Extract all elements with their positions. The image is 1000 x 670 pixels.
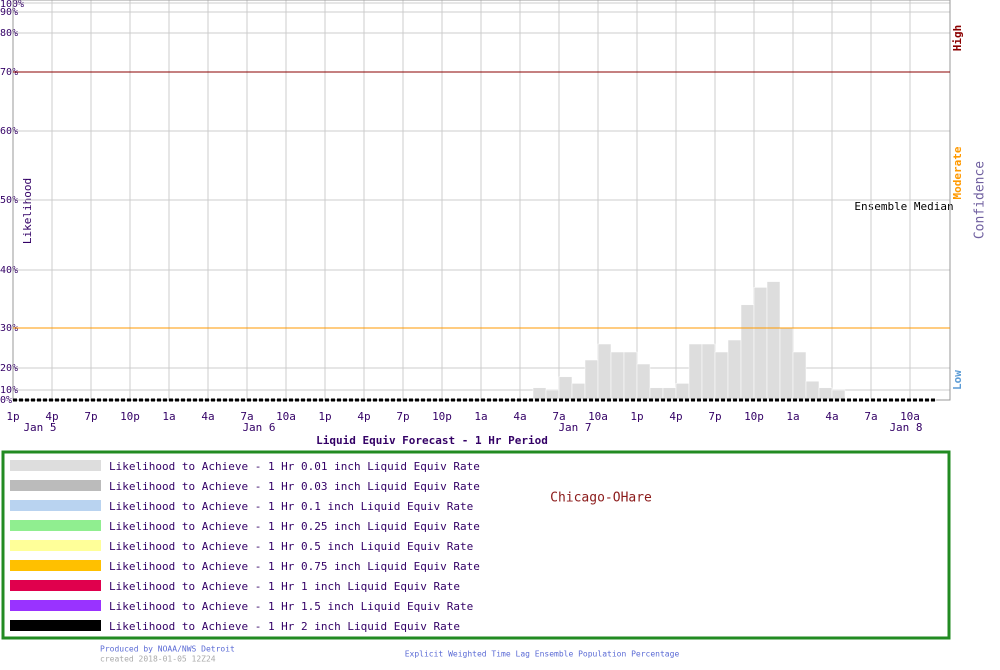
bar xyxy=(701,343,716,401)
x-tick-label: 10a xyxy=(588,410,608,423)
created: created 2018-01-05 12Z24 xyxy=(100,655,216,664)
y-tick-label: 90% xyxy=(0,7,18,18)
right-label: Confidence xyxy=(973,161,988,239)
legend-swatch xyxy=(10,620,101,631)
x-tick-label: 4p xyxy=(357,410,370,423)
y-tick-label: 40% xyxy=(0,265,18,276)
y-tick-label: 20% xyxy=(0,363,18,374)
x-tick-label: 7a xyxy=(552,410,565,423)
y-axis-label: Likelihood xyxy=(21,178,34,244)
date-label: Jan 8 xyxy=(889,421,922,434)
x-tick-label: 10p xyxy=(432,410,452,423)
x-tick-label: 10p xyxy=(120,410,140,423)
x-tick-label: 1a xyxy=(786,410,799,423)
legend-swatch xyxy=(10,540,101,551)
x-tick-label: 4p xyxy=(669,410,682,423)
legend-label: Likelihood to Achieve - 1 Hr 0.25 inch L… xyxy=(109,520,480,533)
legend-swatch xyxy=(10,600,101,611)
x-axis-label: Liquid Equiv Forecast - 1 Hr Period xyxy=(316,434,548,447)
footer: Explicit Weighted Time Lag Ensemble Popu… xyxy=(405,650,680,659)
bar xyxy=(636,363,651,401)
x-tick-label: 1p xyxy=(630,410,643,423)
bar xyxy=(740,304,755,401)
y-tick-label: 80% xyxy=(0,28,18,39)
bar xyxy=(662,387,677,401)
x-tick-label: 7a xyxy=(864,410,877,423)
x-tick-label: 10a xyxy=(276,410,296,423)
x-tick-label: 10a xyxy=(900,410,920,423)
legend-label: Likelihood to Achieve - 1 Hr 0.5 inch Li… xyxy=(109,540,473,553)
legend-label: Likelihood to Achieve - 1 Hr 0.03 inch L… xyxy=(109,480,480,493)
confidence-label: Moderate xyxy=(951,146,964,199)
y-tick-label: 100% xyxy=(0,0,24,10)
legend-label: Likelihood to Achieve - 1 Hr 0.01 inch L… xyxy=(109,460,480,473)
bar xyxy=(675,383,690,401)
bar xyxy=(688,343,703,401)
x-tick-label: 4p xyxy=(45,410,58,423)
legend-swatch xyxy=(10,480,101,491)
y-tick-label: 10% xyxy=(0,385,18,396)
x-tick-label: 1p xyxy=(6,410,19,423)
bar xyxy=(753,287,768,401)
legend-label: Likelihood to Achieve - 1 Hr 1.5 inch Li… xyxy=(109,600,473,613)
bar xyxy=(610,351,625,401)
bar xyxy=(584,359,599,401)
location: Chicago-OHare xyxy=(550,491,652,506)
bar xyxy=(532,387,547,401)
bar xyxy=(766,281,781,401)
legend-label: Likelihood to Achieve - 1 Hr 0.1 inch Li… xyxy=(109,500,473,513)
bar xyxy=(792,351,807,401)
median-label: Ensemble Median xyxy=(854,200,953,213)
bar xyxy=(558,376,573,401)
legend-swatch xyxy=(10,460,101,471)
date-label: Jan 6 xyxy=(242,421,275,434)
date-label: Jan 5 xyxy=(23,421,56,434)
y-tick-label: 60% xyxy=(0,126,18,137)
y-tick-label: 70% xyxy=(0,67,18,78)
date-label: Jan 7 xyxy=(558,421,591,434)
legend-swatch xyxy=(10,560,101,571)
x-tick-label: 7p xyxy=(396,410,409,423)
bar xyxy=(727,339,742,401)
x-tick-label: 1a xyxy=(162,410,175,423)
x-tick-label: 10p xyxy=(744,410,764,423)
legend-swatch xyxy=(10,520,101,531)
legend-label: Likelihood to Achieve - 1 Hr 1 inch Liqu… xyxy=(109,580,460,593)
x-tick-label: 7a xyxy=(240,410,253,423)
bar xyxy=(805,380,820,401)
y-tick-label: 30% xyxy=(0,323,18,334)
x-tick-label: 4a xyxy=(513,410,526,423)
legend-label: Likelihood to Achieve - 1 Hr 2 inch Liqu… xyxy=(109,620,460,633)
x-tick-label: 1p xyxy=(318,410,331,423)
bar xyxy=(714,351,729,401)
bar xyxy=(597,343,612,401)
y-tick-label: 50% xyxy=(0,195,18,206)
x-tick-label: 4a xyxy=(201,410,214,423)
x-tick-label: 7p xyxy=(708,410,721,423)
x-tick-label: 7p xyxy=(84,410,97,423)
credit: Produced by NOAA/NWS Detroit xyxy=(100,645,235,654)
bar xyxy=(571,383,586,401)
bar xyxy=(818,387,833,401)
bar xyxy=(779,327,794,401)
bar xyxy=(623,351,638,401)
legend-swatch xyxy=(10,580,101,591)
x-tick-label: 4a xyxy=(825,410,838,423)
legend-label: Likelihood to Achieve - 1 Hr 0.75 inch L… xyxy=(109,560,480,573)
x-tick-label: 1a xyxy=(474,410,487,423)
legend-box xyxy=(1,450,951,640)
confidence-label: High xyxy=(951,25,964,52)
legend-swatch xyxy=(10,500,101,511)
y-tick-label: 0% xyxy=(0,395,12,406)
confidence-label: Low xyxy=(951,370,964,390)
bar xyxy=(649,387,664,401)
